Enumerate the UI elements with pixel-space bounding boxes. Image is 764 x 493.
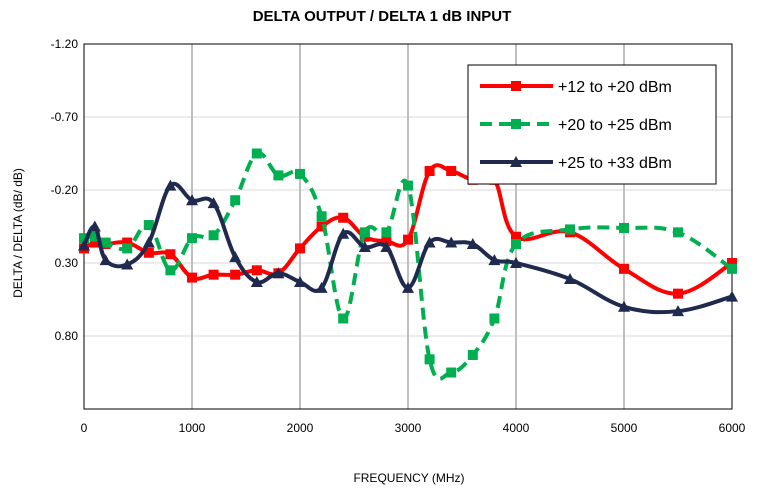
series-3-point: [488, 254, 501, 266]
series-1-point: [316, 221, 327, 232]
series-1-point: [511, 231, 521, 242]
y-tick-label: -1.20: [51, 37, 79, 51]
series-2-point: [230, 195, 241, 206]
series-3-point: [186, 194, 198, 206]
series-1-point: [727, 258, 737, 268]
x-tick-label: 4000: [503, 421, 530, 435]
series-3-point: [423, 236, 436, 248]
series-1-point: [89, 237, 100, 248]
series-2-point: [565, 224, 575, 235]
series-3-point: [618, 300, 630, 312]
series-1-point: [403, 234, 413, 245]
series-2-point: [316, 211, 327, 222]
series-2-point: [619, 222, 629, 233]
series-3-point: [672, 305, 684, 317]
series-1-point: [619, 263, 629, 274]
series-2-point: [187, 233, 197, 244]
series-3-point: [121, 258, 134, 270]
series-line-3: [84, 181, 732, 315]
y-tick-label: 0.80: [55, 329, 79, 343]
series-2-point: [273, 170, 284, 181]
series-2-point: [208, 230, 219, 241]
series-3-point: [272, 267, 285, 279]
series-2-point: [338, 313, 349, 324]
x-tick-label: 6000: [719, 421, 746, 435]
x-tick-label: 2000: [287, 421, 314, 435]
series-3-point: [294, 275, 306, 287]
legend-marker-3: [510, 156, 522, 167]
x-tick-label: 1000: [179, 421, 206, 435]
series-2-point: [295, 168, 305, 179]
legend-label-2: +20 to +25 dBm: [558, 117, 672, 134]
series-1-point: [122, 237, 133, 248]
series-1-point: [338, 212, 349, 223]
series-2-point: [403, 180, 413, 191]
legend-label-1: +12 to +20 dBm: [558, 79, 672, 96]
x-axis-label: FREQUENCY (MHz): [353, 471, 465, 485]
series-1-point: [165, 249, 176, 260]
series-1-point: [446, 166, 457, 177]
series-3-point: [510, 257, 522, 268]
series-3-point: [142, 236, 155, 248]
plot-area: [83, 43, 733, 410]
series-2-point: [424, 354, 435, 365]
series-1-point: [295, 243, 305, 254]
series-2-point: [100, 237, 111, 248]
series-3-point: [337, 227, 350, 239]
series-1-point: [251, 265, 262, 276]
series-2-point: [381, 227, 392, 238]
series-3-point: [380, 240, 393, 252]
series-3-point: [250, 275, 263, 287]
legend-marker-1: [511, 81, 521, 91]
series-2-point: [446, 367, 457, 378]
series-3-point: [229, 251, 242, 263]
series-2-point: [511, 239, 521, 250]
chart-title: DELTA OUTPUT / DELTA 1 dB INPUT: [252, 8, 512, 25]
series-3-point: [164, 179, 177, 191]
series-1-point: [208, 269, 219, 280]
series-2-point: [467, 349, 478, 360]
y-axis-label: DELTA / DELTA (dB/ dB): [11, 168, 25, 298]
x-tick-label: 5000: [611, 421, 638, 435]
series-1-point: [424, 166, 435, 177]
series-1-point: [143, 247, 154, 258]
series-3-point: [358, 240, 371, 252]
series-3-point: [99, 254, 112, 266]
series-2-point: [673, 227, 683, 238]
y-tick-label: -0.20: [51, 183, 79, 197]
series-1-point: [230, 269, 241, 280]
series-2-point: [251, 148, 262, 159]
y-tick-label: -0.70: [51, 110, 79, 124]
x-tick-label: 3000: [395, 421, 422, 435]
legend-marker-2: [511, 119, 521, 129]
series-1-point: [187, 272, 197, 283]
x-tick-label: 0: [81, 421, 88, 435]
series-1-point: [673, 288, 683, 299]
series-3-point: [402, 281, 414, 293]
series-3-point: [207, 197, 220, 209]
series-3-point: [466, 238, 479, 250]
series-3-point: [78, 239, 90, 251]
series-2-point: [727, 263, 737, 274]
series-3-point: [726, 290, 738, 302]
series-3-point: [88, 220, 101, 232]
series-2-point: [165, 265, 176, 276]
series-2-point: [89, 231, 100, 242]
legend-label-3: +25 to +33 dBm: [558, 155, 672, 172]
series-2-point: [489, 313, 500, 324]
y-tick-label: 0.30: [55, 256, 79, 270]
series-2-point: [122, 243, 133, 254]
series-2-point: [359, 227, 370, 238]
series-3-point: [445, 236, 458, 248]
series-2-point: [143, 220, 154, 231]
series-2-point: [79, 233, 89, 244]
series-3-point: [315, 281, 328, 293]
series-3-point: [564, 273, 576, 285]
